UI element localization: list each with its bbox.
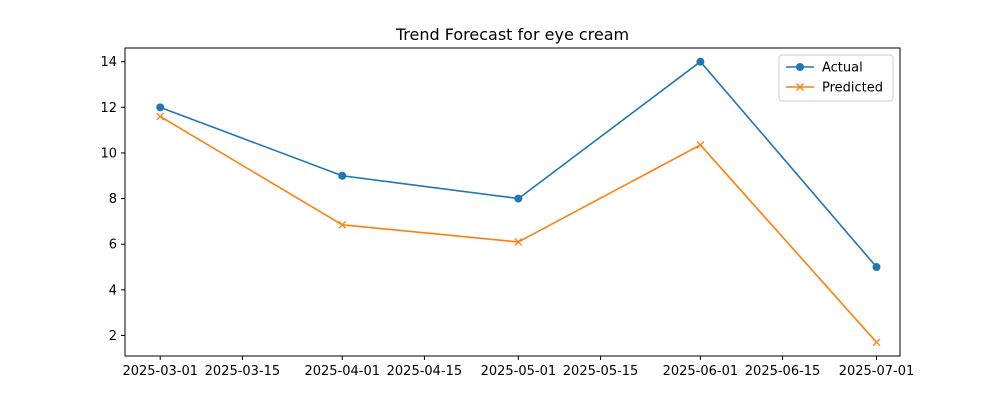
data-point-actual [338, 171, 347, 180]
marker-stroke [872, 338, 881, 347]
x-tick-label: 2025-04-01 [304, 364, 380, 379]
y-tick-label: 2 [109, 329, 117, 344]
y-tick-label: 4 [109, 283, 117, 298]
y-tick-label: 6 [109, 238, 117, 253]
marker-stroke [696, 141, 705, 149]
x-tick-label: 2025-07-01 [839, 364, 915, 379]
x-tick-label: 2025-05-15 [563, 364, 639, 379]
y-tick-label: 14 [100, 55, 117, 70]
legend-marker-actual [796, 63, 804, 71]
data-point-predicted [156, 112, 165, 121]
data-point-actual [514, 194, 523, 203]
data-point-actual [696, 57, 705, 66]
x-axis: 2025-03-01 2025-03-15 2025-04-01 2025-04-15… [122, 356, 914, 379]
x-tick-label: 2025-03-01 [122, 364, 198, 379]
data-point-actual [872, 263, 881, 272]
marker-stroke [796, 83, 804, 91]
y-tick-label: 8 [109, 192, 117, 207]
series-line-actual [159, 60, 878, 268]
legend: Actual Predicted [778, 54, 894, 102]
y-tick-label: 10 [100, 146, 117, 161]
legend-marker-predicted [796, 83, 804, 91]
data-point-predicted [338, 220, 347, 229]
chart-title: Trend Forecast for eye cream [395, 25, 629, 44]
marker-stroke [156, 112, 165, 121]
data-point-predicted [514, 237, 523, 246]
x-tick-label: 2025-06-01 [663, 364, 739, 379]
data-point-predicted [696, 141, 705, 149]
marker-stroke [514, 237, 523, 246]
legend-label-actual: Actual [822, 61, 863, 76]
plot-area [124, 47, 901, 357]
x-tick-label: 2025-04-15 [387, 364, 463, 379]
data-point-predicted [872, 338, 881, 347]
x-tick-label: 2025-05-01 [481, 364, 557, 379]
series-line-predicted [159, 115, 878, 343]
series-layer [156, 57, 881, 347]
y-axis: 2 4 6 8 10 12 14 [100, 55, 125, 344]
marker-stroke [338, 220, 347, 229]
data-point-actual [156, 103, 165, 112]
legend-label-predicted: Predicted [822, 81, 883, 96]
y-tick-label: 12 [100, 101, 117, 116]
x-tick-label: 2025-06-15 [745, 364, 821, 379]
x-tick-label: 2025-03-15 [205, 364, 281, 379]
